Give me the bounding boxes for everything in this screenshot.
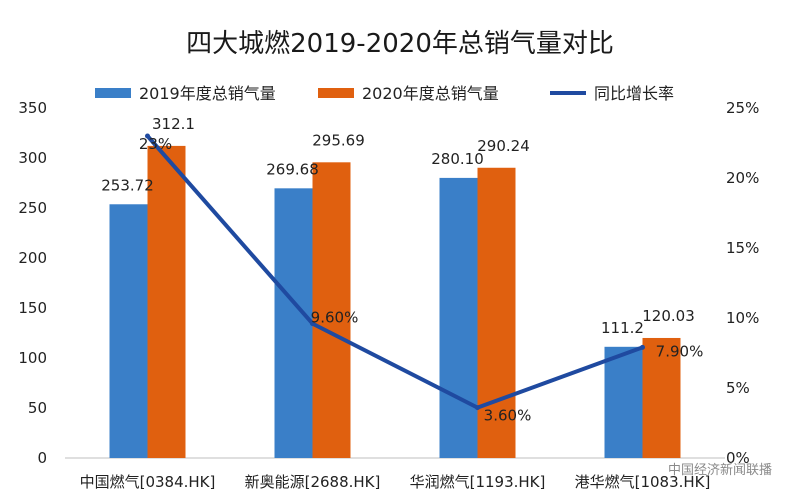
y-right-tick-label: 25% — [726, 99, 759, 117]
bar-data-label: 280.10 — [431, 150, 484, 168]
y-left-tick-label: 150 — [18, 299, 47, 317]
bar-data-label: 120.03 — [642, 307, 695, 325]
y-right-tick-label: 20% — [726, 169, 759, 187]
y-left-tick-label: 300 — [18, 149, 47, 167]
x-category-label: 华润燃气[1193.HK] — [410, 473, 546, 491]
x-category-label: 港华燃气[1083.HK] — [575, 473, 711, 491]
bar-2020 — [147, 145, 186, 458]
bar-2019 — [604, 346, 643, 458]
y-axis-left: 0 50 100 150 200 250 300 350 — [18, 99, 47, 467]
y-right-tick-label: 15% — [726, 239, 759, 257]
x-axis-categories: 中国燃气[0384.HK] 新奥能源[2688.HK] 华润燃气[1193.HK] 港… — [80, 473, 711, 491]
growth-data-label: 3.60% — [484, 407, 532, 425]
y-right-tick-label: 0% — [726, 449, 750, 467]
bar-data-label: 290.24 — [477, 137, 530, 155]
y-right-tick-label: 10% — [726, 309, 759, 327]
bar-data-label: 253.72 — [101, 176, 154, 194]
growth-data-label: 23% — [139, 135, 172, 153]
x-category-label: 新奥能源[2688.HK] — [245, 473, 381, 491]
y-left-tick-label: 350 — [18, 99, 47, 117]
bars — [109, 145, 681, 458]
bar-2019 — [439, 177, 478, 458]
bar-data-label: 111.2 — [601, 319, 644, 337]
growth-point — [310, 321, 315, 327]
bar-2020 — [477, 167, 516, 458]
bar-2020 — [312, 162, 351, 458]
legend-swatch — [318, 88, 354, 98]
y-left-tick-label: 0 — [37, 449, 47, 467]
bar-2019 — [109, 204, 148, 458]
y-right-tick-label: 5% — [726, 379, 750, 397]
chart-title: 四大城燃2019-2020年总销气量对比 — [186, 29, 614, 59]
y-left-tick-label: 50 — [28, 399, 47, 417]
legend-label: 2020年度总销气量 — [362, 84, 499, 103]
legend-swatch — [95, 88, 131, 98]
growth-data-label: 7.90% — [656, 342, 704, 360]
bar-data-label: 312.1 — [152, 115, 195, 133]
legend-label: 2019年度总销气量 — [139, 84, 276, 103]
x-category-label: 中国燃气[0384.HK] — [80, 473, 216, 491]
legend: 2019年度总销气量 2020年度总销气量 同比增长率 — [95, 84, 674, 103]
y-left-tick-label: 100 — [18, 349, 47, 367]
y-left-tick-label: 200 — [18, 249, 47, 267]
watermark-text: 中国经济新闻联播 — [668, 462, 772, 478]
growth-data-label: 9.60% — [311, 309, 359, 327]
legend-label: 同比增长率 — [594, 84, 674, 103]
bar-data-label: 295.69 — [312, 131, 365, 149]
growth-line — [145, 134, 644, 410]
bar-2020 — [642, 337, 681, 458]
growth-point — [475, 405, 480, 411]
bar-2019 — [274, 188, 313, 458]
growth-point — [145, 133, 150, 139]
growth-line-series — [145, 133, 645, 411]
data-labels: 253.72 269.68 280.10 111.2 312.1 295.69 290.24… — [101, 115, 703, 425]
growth-point — [640, 344, 645, 350]
bar-data-label: 269.68 — [266, 160, 319, 178]
y-left-tick-label: 250 — [18, 199, 47, 217]
y-axis-right: 0% 5% 10% 15% 20% 25% — [726, 99, 759, 467]
